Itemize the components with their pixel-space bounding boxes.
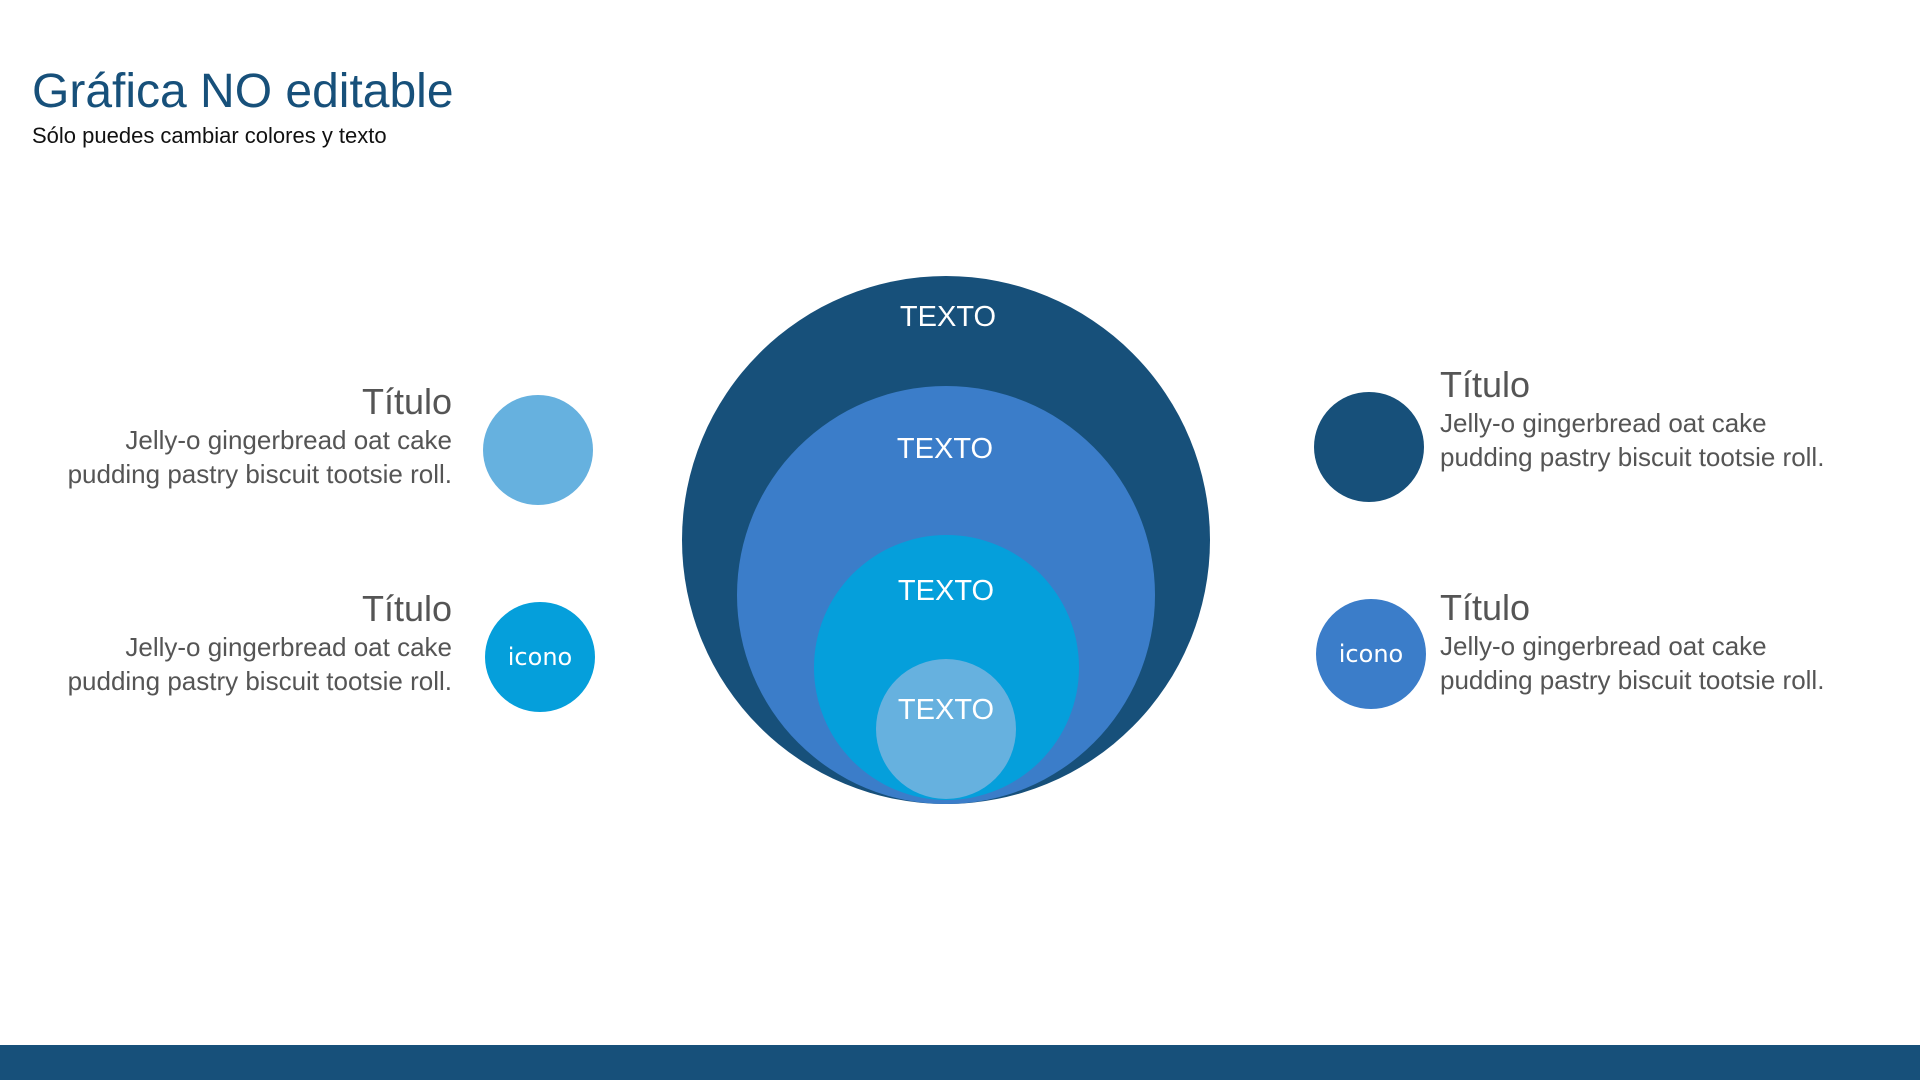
icon-placeholder-right-bottom: icono (1316, 599, 1426, 709)
item-right-bottom: Título Jelly-o gingerbread oat cake pudd… (1440, 587, 1910, 697)
item-title: Título (361, 588, 452, 629)
item-body-line1: Jelly-o gingerbread oat cake (125, 425, 452, 455)
item-body-line2: pudding pastry biscuit tootsie roll. (1440, 442, 1825, 472)
footer-bar (0, 1045, 1920, 1080)
inner-circle-label: TEXTO (897, 694, 995, 726)
item-title: Título (1440, 587, 1531, 628)
item-left-top: Título Jelly-o gingerbread oat cake pudd… (0, 381, 452, 491)
slide-title: Gráfica NO editable (32, 65, 454, 118)
inner-circle (876, 659, 1016, 799)
second-circle-label: TEXTO (896, 433, 994, 465)
item-body-line2: pudding pastry biscuit tootsie roll. (67, 666, 452, 696)
outer-circle-label: TEXTO (899, 301, 997, 333)
item-body-line2: pudding pastry biscuit tootsie roll. (1440, 665, 1825, 695)
slide-subtitle: Sólo puedes cambiar colores y texto (32, 123, 387, 148)
item-body-line1: Jelly-o gingerbread oat cake (1440, 408, 1767, 438)
third-circle-label: TEXTO (897, 575, 995, 607)
item-title: Título (361, 381, 452, 422)
icon-placeholder-left-bottom: icono (485, 602, 595, 712)
item-body-line1: Jelly-o gingerbread oat cake (125, 632, 452, 662)
item-body-line1: Jelly-o gingerbread oat cake (1440, 631, 1767, 661)
item-title: Título (1440, 364, 1531, 405)
icon-placeholder-left-top (483, 395, 593, 505)
item-body-line2: pudding pastry biscuit tootsie roll. (67, 459, 452, 489)
item-left-bottom: Título Jelly-o gingerbread oat cake pudd… (0, 588, 452, 698)
item-right-top: Título Jelly-o gingerbread oat cake pudd… (1440, 364, 1910, 474)
icon-placeholder-right-top (1314, 392, 1424, 502)
